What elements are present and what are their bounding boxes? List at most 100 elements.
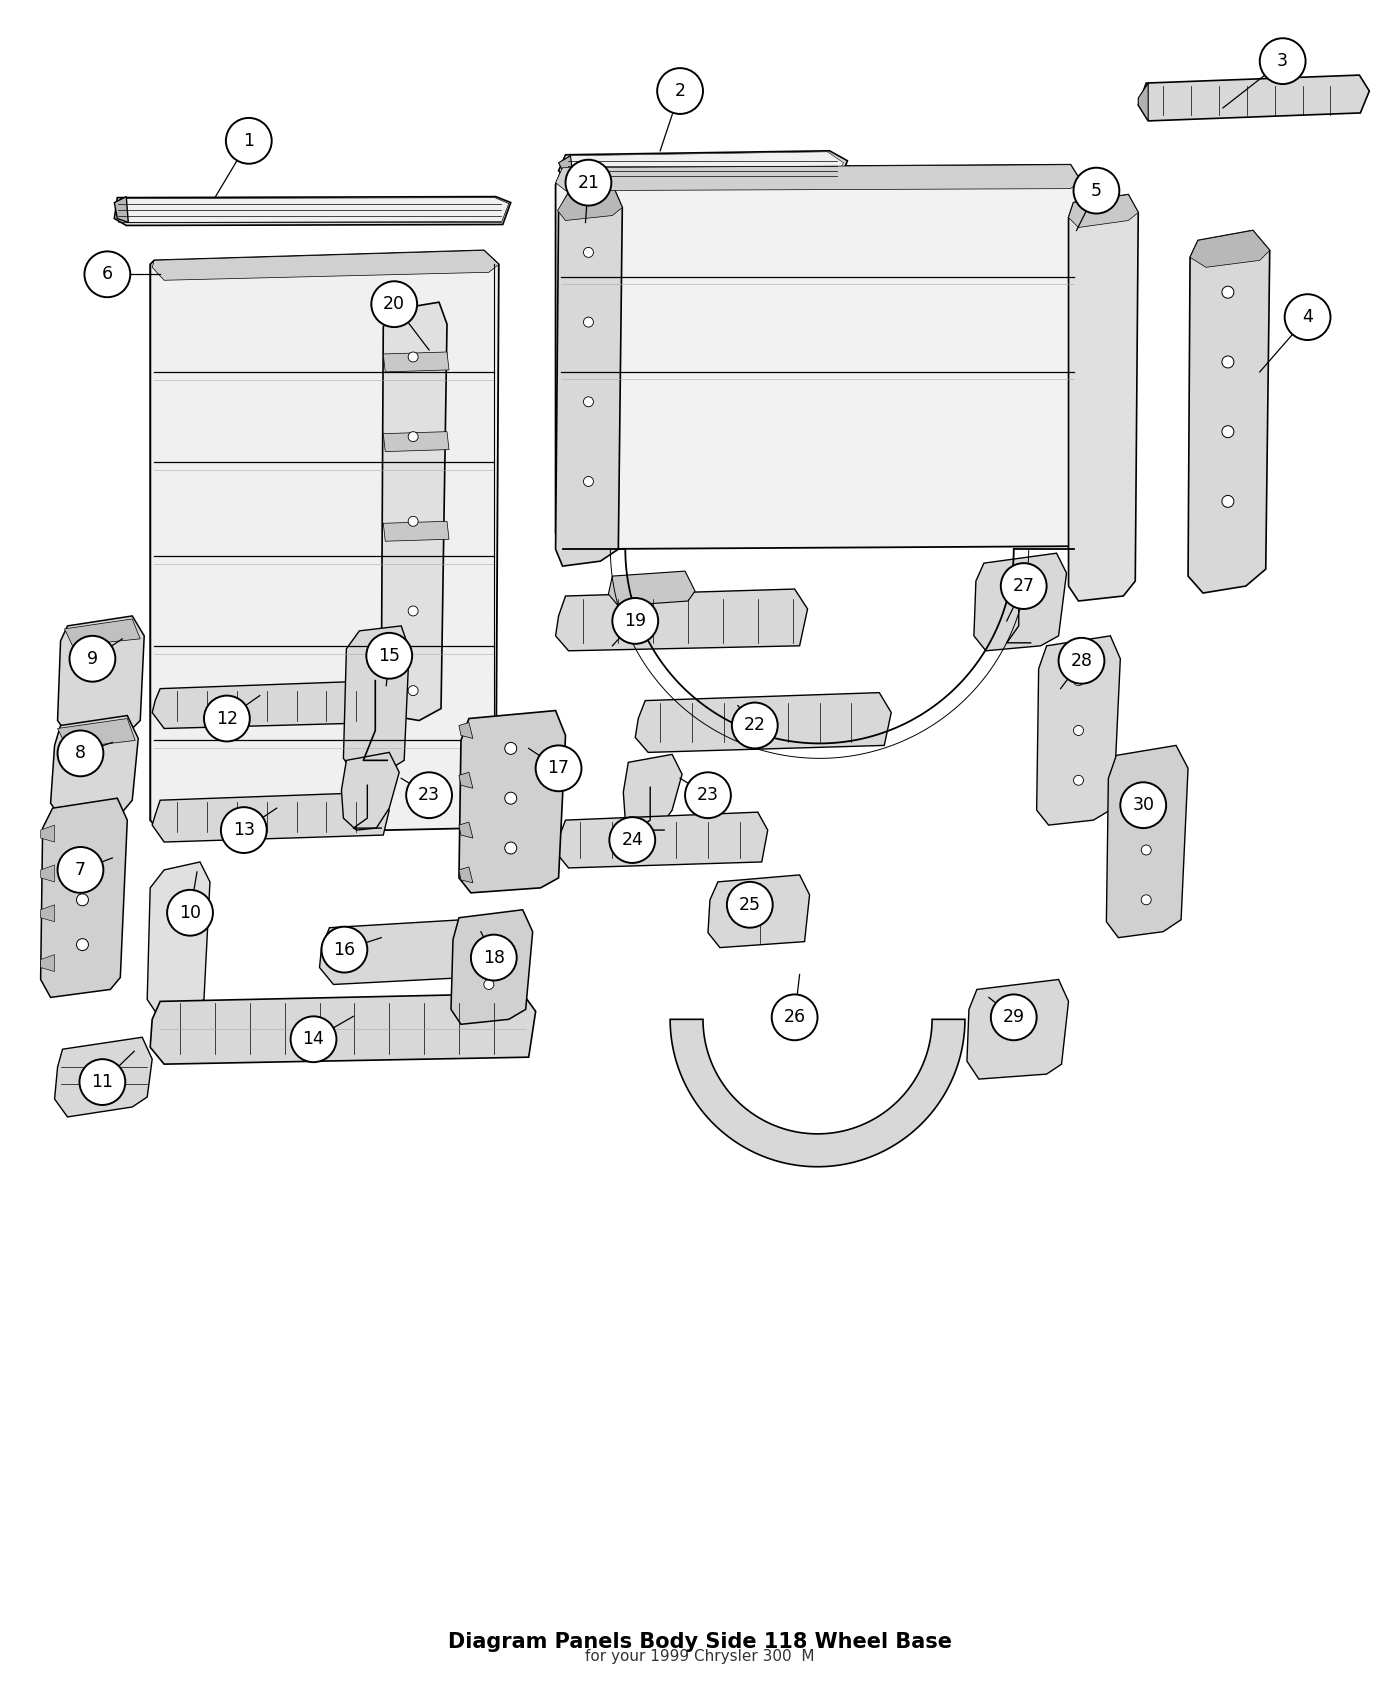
Circle shape (566, 160, 612, 206)
Circle shape (1222, 355, 1233, 367)
Polygon shape (57, 719, 136, 748)
Circle shape (771, 994, 818, 1040)
Polygon shape (556, 185, 623, 566)
Polygon shape (459, 823, 473, 838)
Polygon shape (41, 955, 55, 971)
Text: 17: 17 (547, 760, 570, 777)
Circle shape (409, 432, 419, 442)
Polygon shape (118, 197, 508, 223)
Circle shape (1222, 425, 1233, 437)
Polygon shape (41, 865, 55, 882)
Circle shape (505, 842, 517, 853)
Circle shape (484, 979, 494, 989)
Polygon shape (147, 862, 210, 1015)
Polygon shape (153, 250, 498, 280)
Polygon shape (708, 876, 809, 947)
Circle shape (991, 994, 1036, 1040)
Circle shape (657, 68, 703, 114)
Polygon shape (381, 303, 447, 721)
Circle shape (371, 280, 417, 326)
Polygon shape (343, 626, 409, 772)
Circle shape (1074, 168, 1120, 214)
Polygon shape (115, 197, 511, 226)
Text: 29: 29 (1002, 1008, 1025, 1027)
Polygon shape (563, 151, 843, 180)
Text: 3: 3 (1277, 53, 1288, 70)
Polygon shape (150, 993, 536, 1064)
Circle shape (1285, 294, 1330, 340)
Polygon shape (384, 432, 449, 452)
Circle shape (1074, 675, 1084, 685)
Circle shape (409, 517, 419, 527)
Text: 12: 12 (216, 709, 238, 728)
Circle shape (1120, 782, 1166, 828)
Text: 16: 16 (333, 940, 356, 959)
Circle shape (1141, 845, 1151, 855)
Text: Diagram Panels Body Side 118 Wheel Base: Diagram Panels Body Side 118 Wheel Base (448, 1632, 952, 1652)
Circle shape (57, 731, 104, 777)
Text: 11: 11 (91, 1073, 113, 1091)
Circle shape (77, 894, 88, 906)
Circle shape (1141, 796, 1151, 806)
Text: 2: 2 (675, 82, 686, 100)
Circle shape (584, 248, 594, 257)
Circle shape (470, 935, 517, 981)
Circle shape (80, 1059, 125, 1105)
Circle shape (1074, 775, 1084, 785)
Polygon shape (459, 722, 473, 738)
Text: for your 1999 Chrysler 300  M: for your 1999 Chrysler 300 M (585, 1649, 815, 1664)
Text: 14: 14 (302, 1030, 325, 1049)
Text: 25: 25 (739, 896, 760, 915)
Circle shape (1058, 638, 1105, 683)
Circle shape (1074, 726, 1084, 736)
Circle shape (409, 352, 419, 362)
Circle shape (612, 598, 658, 644)
Circle shape (584, 396, 594, 406)
Polygon shape (1036, 636, 1120, 824)
Circle shape (367, 632, 412, 678)
Circle shape (732, 702, 777, 748)
Circle shape (584, 318, 594, 326)
Circle shape (505, 743, 517, 755)
Polygon shape (556, 165, 1081, 549)
Polygon shape (1068, 194, 1138, 602)
Text: 6: 6 (102, 265, 113, 284)
Polygon shape (1068, 194, 1138, 228)
Polygon shape (1138, 83, 1148, 121)
Polygon shape (459, 711, 566, 893)
Text: 8: 8 (76, 745, 85, 762)
Circle shape (221, 808, 267, 853)
Text: 22: 22 (743, 716, 766, 734)
Circle shape (1222, 495, 1233, 507)
Polygon shape (559, 151, 847, 182)
Polygon shape (55, 1037, 153, 1117)
Circle shape (406, 772, 452, 818)
Polygon shape (153, 792, 389, 842)
Text: 1: 1 (244, 133, 255, 150)
Circle shape (204, 695, 249, 741)
Polygon shape (50, 716, 139, 819)
Text: 7: 7 (76, 860, 85, 879)
Circle shape (77, 938, 88, 950)
Polygon shape (319, 920, 473, 984)
Polygon shape (967, 979, 1068, 1080)
Polygon shape (1106, 745, 1189, 938)
Circle shape (409, 605, 419, 615)
Polygon shape (384, 352, 449, 372)
Text: 4: 4 (1302, 308, 1313, 326)
Polygon shape (64, 619, 140, 646)
Circle shape (409, 685, 419, 695)
Circle shape (167, 889, 213, 935)
Polygon shape (342, 753, 399, 830)
Text: 18: 18 (483, 949, 505, 967)
Polygon shape (556, 165, 1081, 190)
Text: 27: 27 (1012, 576, 1035, 595)
Circle shape (584, 476, 594, 486)
Circle shape (1260, 37, 1306, 83)
Text: 23: 23 (419, 785, 440, 804)
Polygon shape (556, 588, 808, 651)
Polygon shape (609, 571, 694, 605)
Polygon shape (41, 799, 127, 998)
Circle shape (536, 745, 581, 791)
Circle shape (1001, 563, 1047, 609)
